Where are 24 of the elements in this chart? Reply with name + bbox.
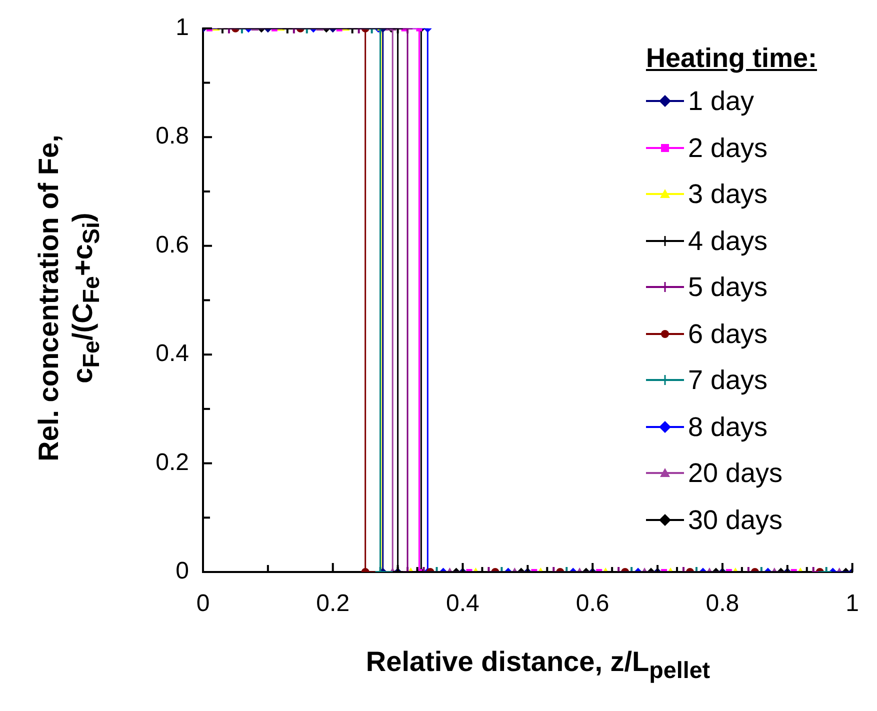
x-tick-label: 1 (846, 590, 860, 618)
legend-label: 30 days (688, 504, 783, 537)
x-axis-title: Relative distance, z/L$_{pellet}$ (366, 646, 710, 684)
y-tick-label: 0 (176, 558, 189, 585)
y-tick-label: 0.6 (156, 231, 189, 258)
legend-label: 8 days (688, 410, 768, 444)
x-tick-label: 0.8 (706, 590, 740, 618)
y-tick-label: 0.8 (156, 122, 189, 150)
y-tick-label: 0.4 (156, 340, 189, 368)
legend-label: 3 days (688, 178, 768, 211)
legend-label: 6 days (688, 318, 768, 351)
legend-label: 1 day (688, 85, 754, 118)
legend-label: 20 days (688, 457, 783, 490)
legend-label: 4 days (688, 224, 768, 258)
x-tick-label: 0.2 (316, 590, 350, 618)
y-tick-label: 0.2 (156, 448, 189, 476)
x-tick-label: 0.4 (446, 590, 480, 618)
y-tick-label: 1 (176, 14, 189, 42)
legend-title: Heating time: (646, 42, 817, 75)
legend-label: 2 days (688, 132, 768, 165)
legend-label: 5 days (688, 271, 768, 304)
legend-label: 7 days (688, 364, 768, 397)
x-tick-label: 0.6 (576, 590, 610, 618)
x-tick-label: 0 (196, 590, 210, 618)
